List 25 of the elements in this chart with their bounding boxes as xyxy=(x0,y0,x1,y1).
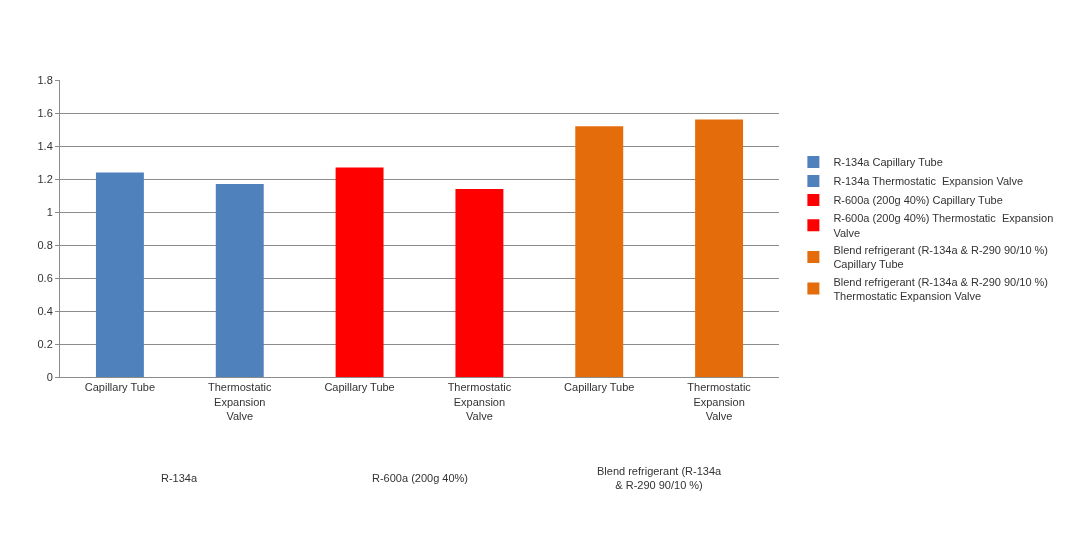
legend-label: R-600a (200g 40%) Thermostatic Expansion Valve xyxy=(833,212,1054,239)
y-tick-label: 1.2 xyxy=(37,172,53,185)
legend-label: Blend refrigerant (R-134a & R-290 90/10 %) Capillary Tube xyxy=(833,244,1049,271)
y-tick-label: 0.2 xyxy=(37,337,53,350)
text: Blend refrigerant (R-134a & R-290 90/10 %) xyxy=(597,465,722,492)
legend-label: R-600a (200g 40%) Capillary Tube xyxy=(833,194,1003,207)
y-tick-label: 0.6 xyxy=(37,271,53,284)
y-tick-label: 1.6 xyxy=(37,106,53,119)
text: R-134a xyxy=(161,472,198,484)
legend-label: Blend refrigerant (R-134a & R-290 90/10 %) Thermostatic Expansion Valve xyxy=(833,275,1049,302)
x-tick-label: Capillary Tube xyxy=(564,381,635,394)
text: R-600a (200g 40%) xyxy=(372,472,469,484)
y-tick-label: 1 xyxy=(46,205,53,218)
x-tick-label: Capillary Tube xyxy=(84,381,156,394)
legend-label: R-134a Capillary Tube xyxy=(833,156,943,169)
x-tick-label: Thermostatic Expansion Valve xyxy=(207,381,273,422)
x-tick-label: Capillary Tube xyxy=(324,381,395,394)
y-tick-label: 0.8 xyxy=(37,238,53,251)
y-tick-label: 0 xyxy=(46,370,53,383)
y-tick-label: 0.4 xyxy=(37,304,53,317)
legend-label: R-134a Thermostatic Expansion Valve xyxy=(833,175,1024,188)
y-tick-label: 1.8 xyxy=(37,73,53,86)
x-tick-label: Thermostatic Expansion Valve xyxy=(687,381,752,422)
x-tick-label: Thermostatic Expansion Valve xyxy=(447,381,512,422)
y-tick-label: 1.4 xyxy=(37,139,53,152)
